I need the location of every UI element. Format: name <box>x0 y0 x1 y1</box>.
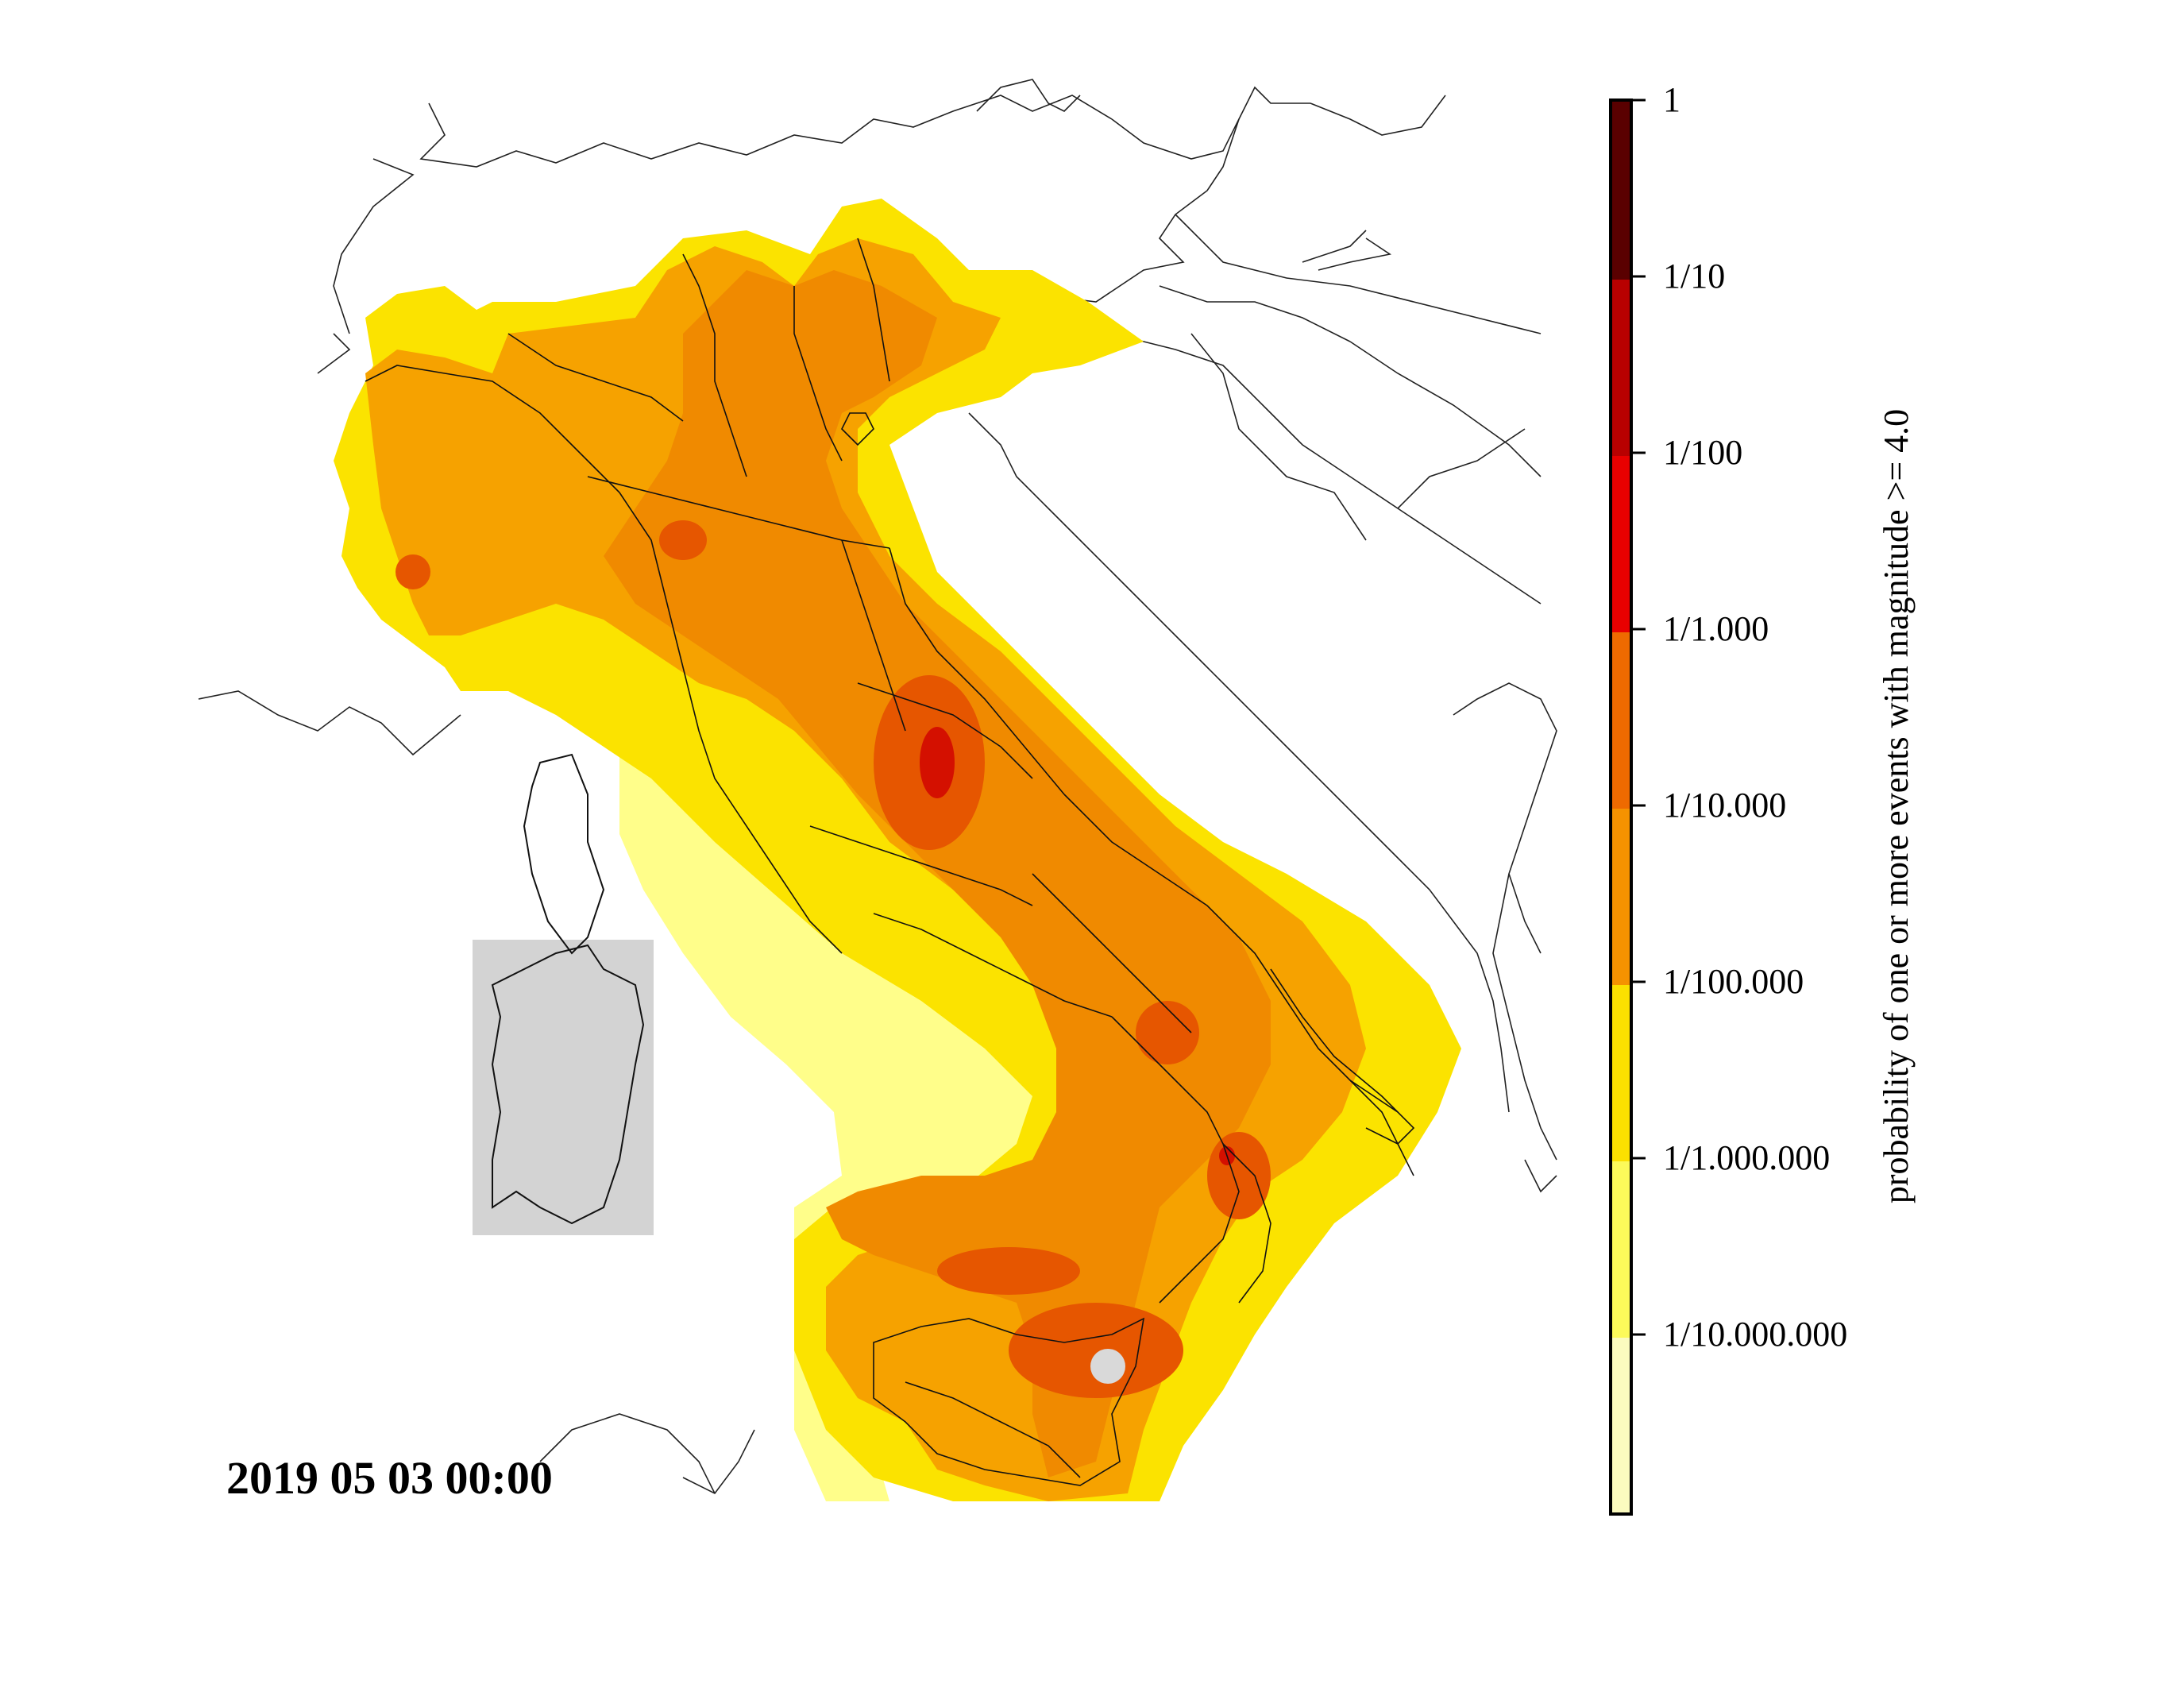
colorbar-tick-label: 1/1.000 <box>1663 609 1769 648</box>
hotspot-central-italy-core <box>920 727 955 798</box>
country-borders <box>198 79 1557 1495</box>
colorbar-segment <box>1611 1338 1631 1514</box>
colorbar-tick-label: 1/10.000 <box>1663 786 1786 825</box>
hotspot-calabria <box>1207 1132 1271 1219</box>
inset-background <box>473 940 654 1235</box>
hotspot-west <box>396 554 430 589</box>
colorbar-tick-label: 1/100.000 <box>1663 962 1804 1001</box>
colorbar-segment <box>1611 632 1631 809</box>
colorbar-segment <box>1611 456 1631 632</box>
band-1e-7 <box>619 731 1096 1501</box>
sardinia-coastline <box>491 944 645 1225</box>
corsica-coastline <box>523 753 605 955</box>
colorbar-tick-label: 1/1.000.000 <box>1663 1138 1830 1177</box>
colorbar-tick-label: 1/10 <box>1663 257 1725 295</box>
colorbar-segment <box>1611 100 1631 280</box>
colorbar: 1 1/10 1/100 1/1.000 1/10.000 1/100.000 1/1.00… <box>1609 80 1847 1516</box>
colorbar-tick-label: 1/100 <box>1663 433 1742 472</box>
colorbar-frame <box>1609 98 1633 1516</box>
probability-surface <box>334 199 1461 1501</box>
sardinia-inset <box>473 940 654 1235</box>
hotspot-sicily-east <box>1009 1303 1183 1398</box>
event-marker <box>1090 1349 1125 1384</box>
hotspot-emilia <box>659 520 707 560</box>
colorbar-segment <box>1611 985 1631 1161</box>
timestamp-label: 2019 05 03 00:00 <box>226 1452 553 1504</box>
colorbar-tick-label: 1/10.000.000 <box>1663 1315 1847 1354</box>
band-1e-4-a <box>604 270 1271 1477</box>
colorbar-axis-label: probability of one or more events with m… <box>1877 409 1916 1203</box>
hotspot-apennines <box>1136 1001 1199 1064</box>
region-boundaries <box>365 238 1415 1486</box>
hotspot-sicily-north <box>937 1247 1080 1295</box>
colorbar-tick-label: 1 <box>1663 80 1680 119</box>
colorbar-segment <box>1611 1161 1631 1338</box>
colorbar-segment <box>1611 809 1631 985</box>
colorbar-segment <box>1611 280 1631 456</box>
